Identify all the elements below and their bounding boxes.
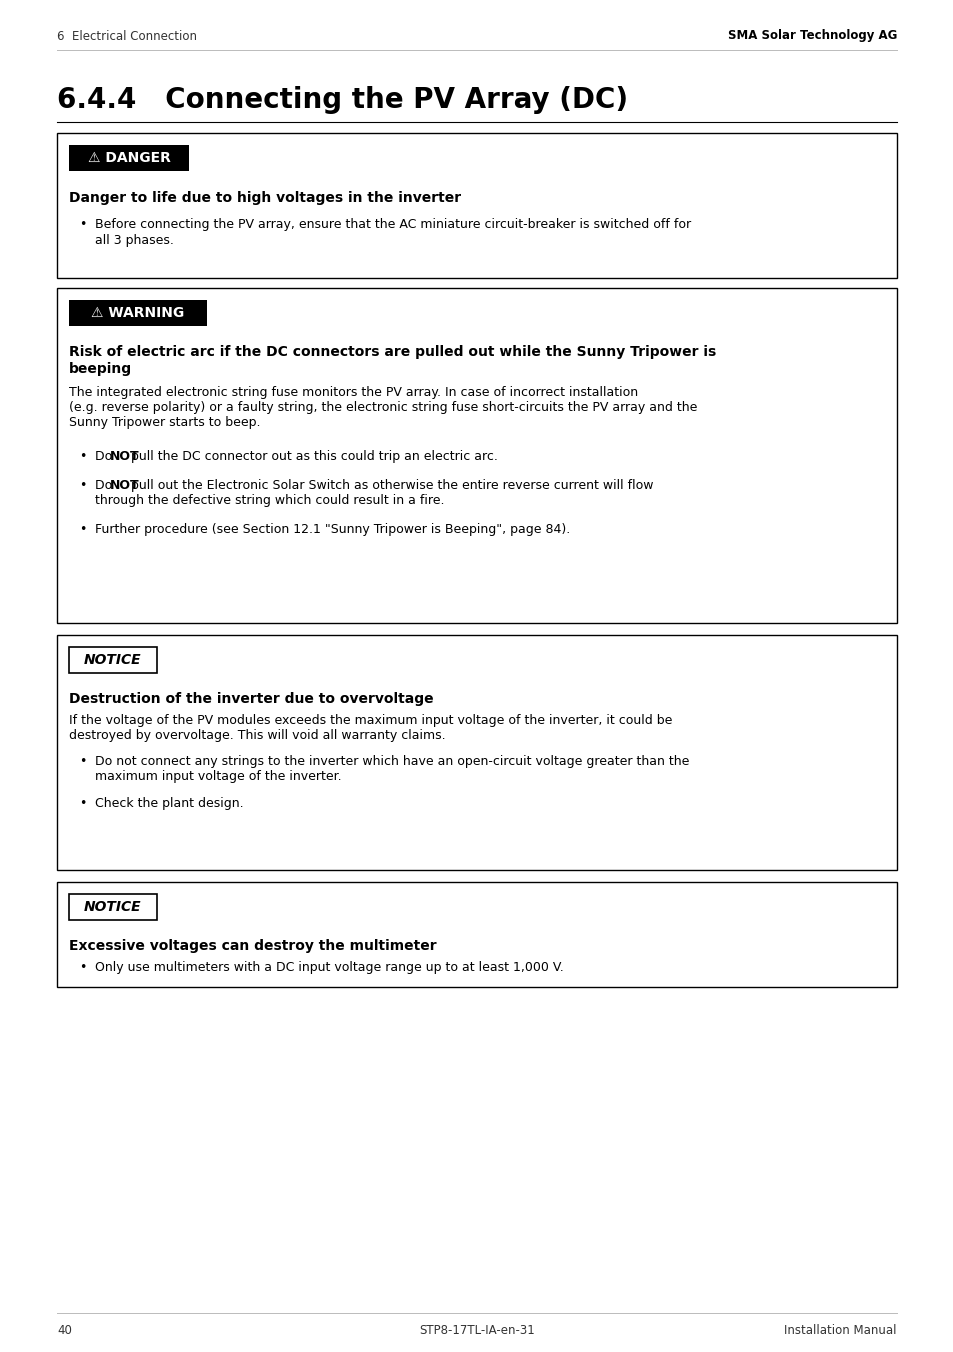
Text: The integrated electronic string fuse monitors the PV array. In case of incorrec: The integrated electronic string fuse mo… — [69, 387, 638, 399]
Bar — [69, 894, 157, 919]
Text: •: • — [79, 796, 87, 810]
Text: ⚠ DANGER: ⚠ DANGER — [88, 151, 171, 165]
Bar — [69, 145, 189, 170]
Bar — [57, 132, 896, 279]
Bar — [57, 635, 896, 869]
Text: (e.g. reverse polarity) or a faulty string, the electronic string fuse short-cir: (e.g. reverse polarity) or a faulty stri… — [69, 402, 697, 414]
Text: •: • — [79, 479, 87, 492]
Text: pull the DC connector out as this could trip an electric arc.: pull the DC connector out as this could … — [127, 450, 497, 462]
Text: •: • — [79, 754, 87, 768]
Text: maximum input voltage of the inverter.: maximum input voltage of the inverter. — [95, 771, 341, 783]
Text: Do not connect any strings to the inverter which have an open-circuit voltage gr: Do not connect any strings to the invert… — [95, 754, 689, 768]
Text: Do: Do — [95, 450, 116, 462]
Text: Risk of electric arc if the DC connectors are pulled out while the Sunny Tripowe: Risk of electric arc if the DC connector… — [69, 345, 716, 360]
Text: NOT: NOT — [110, 479, 139, 492]
Text: Only use multimeters with a DC input voltage range up to at least 1,000 V.: Only use multimeters with a DC input vol… — [95, 961, 563, 973]
Bar — [69, 300, 207, 326]
Text: Check the plant design.: Check the plant design. — [95, 796, 243, 810]
Text: Destruction of the inverter due to overvoltage: Destruction of the inverter due to overv… — [69, 692, 434, 706]
Text: pull out the Electronic Solar Switch as otherwise the entire reverse current wil: pull out the Electronic Solar Switch as … — [127, 479, 653, 492]
Bar — [69, 648, 157, 673]
Text: SMA Solar Technology AG: SMA Solar Technology AG — [727, 30, 896, 42]
Text: 40: 40 — [57, 1324, 71, 1337]
Text: STP8-17TL-IA-en-31: STP8-17TL-IA-en-31 — [418, 1324, 535, 1337]
Text: 6.4.4   Connecting the PV Array (DC): 6.4.4 Connecting the PV Array (DC) — [57, 87, 627, 114]
Text: through the defective string which could result in a fire.: through the defective string which could… — [95, 493, 444, 507]
Text: •: • — [79, 450, 87, 462]
Text: destroyed by overvoltage. This will void all warranty claims.: destroyed by overvoltage. This will void… — [69, 729, 445, 742]
Text: Danger to life due to high voltages in the inverter: Danger to life due to high voltages in t… — [69, 191, 460, 206]
Text: •: • — [79, 218, 87, 231]
Text: Further procedure (see Section 12.1 "Sunny Tripower is Beeping", page 84).: Further procedure (see Section 12.1 "Sun… — [95, 523, 570, 535]
Text: If the voltage of the PV modules exceeds the maximum input voltage of the invert: If the voltage of the PV modules exceeds… — [69, 714, 672, 727]
Text: beeping: beeping — [69, 362, 132, 376]
Text: •: • — [79, 961, 87, 973]
Text: Do: Do — [95, 479, 116, 492]
Text: Sunny Tripower starts to beep.: Sunny Tripower starts to beep. — [69, 416, 260, 429]
Text: 6  Electrical Connection: 6 Electrical Connection — [57, 30, 196, 42]
Text: NOTICE: NOTICE — [84, 900, 142, 914]
Text: NOTICE: NOTICE — [84, 653, 142, 667]
Text: Installation Manual: Installation Manual — [783, 1324, 896, 1337]
Bar — [57, 288, 896, 623]
Text: •: • — [79, 523, 87, 535]
Text: Excessive voltages can destroy the multimeter: Excessive voltages can destroy the multi… — [69, 940, 436, 953]
Bar — [57, 882, 896, 987]
Text: Before connecting the PV array, ensure that the AC miniature circuit-breaker is : Before connecting the PV array, ensure t… — [95, 218, 690, 231]
Text: all 3 phases.: all 3 phases. — [95, 234, 173, 247]
Text: ⚠ WARNING: ⚠ WARNING — [91, 306, 185, 320]
Text: NOT: NOT — [110, 450, 139, 462]
